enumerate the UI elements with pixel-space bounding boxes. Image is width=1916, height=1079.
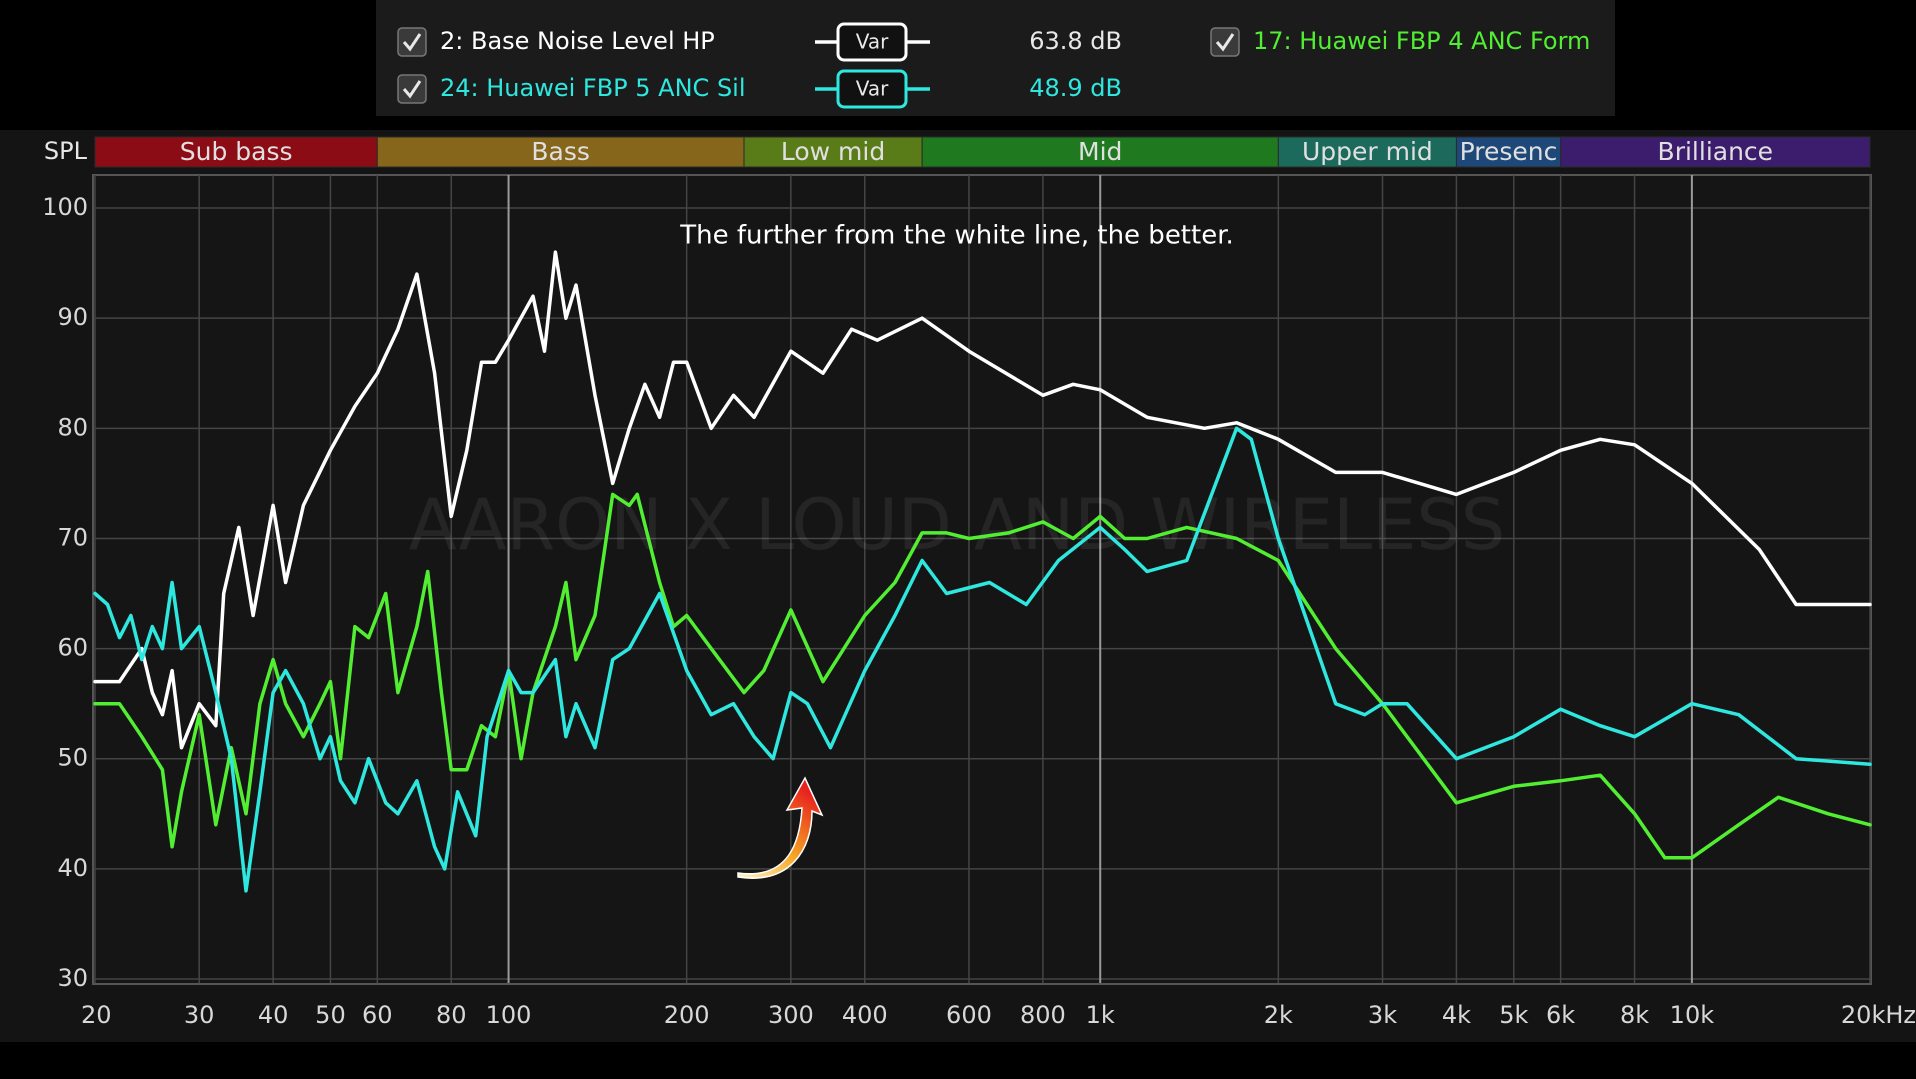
band-strip: Sub bass Bass Low mid Mid Upper mid Presenc Br… [94, 136, 1871, 168]
series-line [93, 426, 1872, 893]
x-tick-label: 8k [1620, 1001, 1649, 1029]
x-tick-label: 60 [362, 1001, 393, 1029]
y-tick-label: 50 [57, 744, 88, 772]
legend-button-label: Var [856, 30, 889, 54]
legend: 2: Base Noise Level HP Var 63.8 dB 17: Huaw… [397, 22, 1590, 109]
y-tick-label: 40 [57, 854, 88, 882]
x-tick-label: 30 [184, 1001, 215, 1029]
y-tick-label: 30 [57, 964, 88, 992]
grid [94, 175, 1871, 983]
band-label: Low mid [781, 137, 885, 166]
band-label: Presenc [1460, 137, 1558, 166]
lines [93, 250, 1872, 893]
legend-checkbox [397, 74, 427, 104]
x-tick-label: 4k [1442, 1001, 1471, 1029]
y-tick-label: 100 [42, 193, 88, 221]
legend-button [836, 69, 908, 109]
x-tick-label: 80 [436, 1001, 467, 1029]
x-tick-label: 3k [1368, 1001, 1397, 1029]
legend-level: 63.8 dB [1029, 27, 1122, 55]
legend-label: 17: Huawei FBP 4 ANC Form [1253, 27, 1590, 55]
x-tick-label: 1k [1086, 1001, 1115, 1029]
band [94, 136, 378, 168]
x-tick-label: 40 [258, 1001, 289, 1029]
y-tick-label: 80 [57, 413, 88, 441]
x-tick-label: 20kHz [1841, 1001, 1916, 1029]
legend-level: 48.9 dB [1029, 74, 1122, 102]
legend-box [376, 0, 1615, 116]
x-tick-label: 800 [1020, 1001, 1066, 1029]
legend-button [836, 22, 908, 62]
legend-label: 24: Huawei FBP 5 ANC Sil [440, 74, 746, 102]
x-tick-label: 300 [768, 1001, 814, 1029]
x-tick-label: 20 [81, 1001, 112, 1029]
legend-check [1215, 33, 1235, 52]
band [743, 136, 923, 168]
x-tick-label: 10k [1670, 1001, 1715, 1029]
x-tick-label: 100 [486, 1001, 532, 1029]
y-axis-label: SPL [44, 137, 88, 165]
band-label: Mid [1078, 137, 1122, 166]
x-tick-label: 5k [1499, 1001, 1528, 1029]
band [1277, 136, 1457, 168]
watermark: AARON X LOUD AND WIRELESS [409, 484, 1505, 566]
y-tick-label: 90 [57, 303, 88, 331]
series-line [93, 250, 1872, 750]
arrow-annotation [737, 776, 824, 879]
x-tick-label: 400 [842, 1001, 888, 1029]
x-tick-label: 600 [946, 1001, 992, 1029]
band-label: Brilliance [1658, 137, 1774, 166]
legend-check [402, 33, 422, 52]
band-label: Sub bass [180, 137, 293, 166]
x-tick-label: 2k [1264, 1001, 1293, 1029]
legend-checkbox [1210, 27, 1240, 57]
y-tick-label: 70 [57, 523, 88, 551]
legend-label: 2: Base Noise Level HP [440, 27, 715, 55]
band [921, 136, 1279, 168]
legend-checkbox [397, 27, 427, 57]
band [1560, 136, 1871, 168]
legend-check [402, 80, 422, 99]
legend-button-label: Var [856, 77, 889, 101]
x-tick-label: 6k [1546, 1001, 1575, 1029]
band-label: Upper mid [1302, 137, 1433, 166]
x-tick-label: 200 [664, 1001, 710, 1029]
plot-area [92, 174, 1872, 985]
x-tick-label: 50 [315, 1001, 346, 1029]
annotation: The further from the white line, the bet… [679, 221, 1234, 251]
band-label: Bass [531, 137, 590, 166]
y-tick-label: 60 [57, 634, 88, 662]
series-line [93, 492, 1872, 860]
